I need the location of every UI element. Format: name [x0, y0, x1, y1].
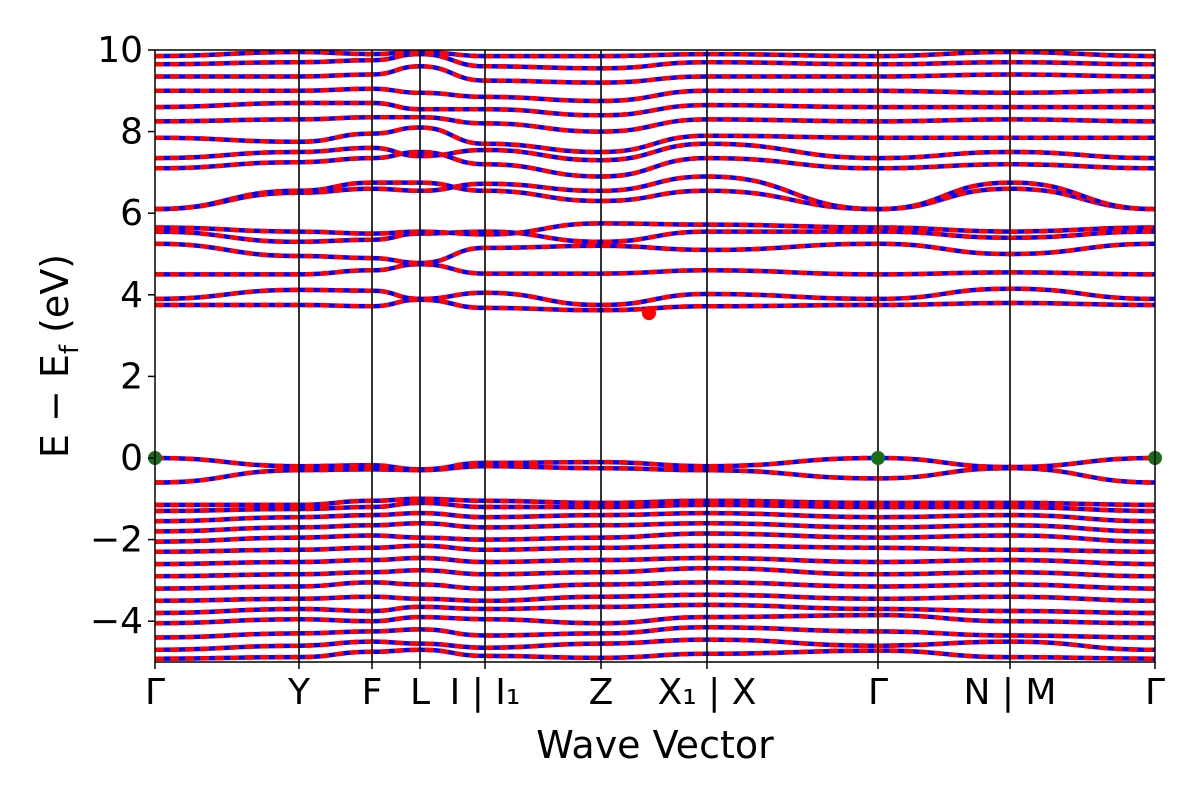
kpoint-lines — [298, 50, 1011, 662]
band-spin-up-line — [155, 221, 1155, 237]
x-tick-label: L — [410, 672, 430, 713]
x-tick-label: I | I₁ — [450, 672, 521, 713]
x-axis-label: Wave Vector — [536, 723, 774, 767]
band-spin-up-line — [155, 297, 1155, 313]
x-tick-label: Z — [589, 672, 614, 713]
band-spin-up-line — [155, 261, 1155, 277]
y-tick-label: 2 — [120, 356, 143, 397]
band-spin-up-line — [155, 625, 1155, 640]
band-spin-up-line — [155, 100, 1155, 118]
band-spin-up-line — [155, 637, 1155, 653]
band-spin-up-line — [155, 115, 1155, 134]
x-tick-label: N | M — [963, 672, 1056, 713]
y-tick-label: 6 — [120, 193, 143, 234]
plot-frame — [154, 49, 1156, 663]
x-tick-label: X₁ | X — [658, 672, 757, 713]
x-tick-label: Y — [287, 672, 311, 713]
y-tick-label: −2 — [90, 520, 143, 561]
y-tick-label: 4 — [120, 275, 143, 316]
band-spin-up-line — [155, 86, 1155, 104]
vbm-marker — [871, 451, 885, 465]
band-spin-up-line — [155, 543, 1155, 555]
band-spin-up-line — [155, 455, 1155, 472]
band-spin-up-line — [155, 555, 1155, 567]
band-spin-up-line — [155, 592, 1155, 604]
cbm-marker — [642, 306, 656, 321]
band-spin-up-line — [155, 180, 1155, 212]
band-spin-up-line — [155, 463, 1155, 485]
band-spin-up-line — [155, 612, 1155, 626]
band-spin-up-line — [155, 510, 1155, 524]
y-tick-label: −4 — [90, 601, 143, 642]
y-axis-ticks: −4 −2 0 2 4 6 8 10 — [90, 30, 155, 642]
band-spin-up-line — [155, 241, 1155, 266]
band-spin-up-line — [155, 286, 1155, 308]
band-spin-up-line — [155, 580, 1155, 591]
band-spin-up-line — [155, 125, 1155, 155]
band-spin-up-line — [155, 149, 1155, 179]
band-spin-up-line — [155, 496, 1155, 508]
y-tick-label: 10 — [97, 30, 143, 71]
x-tick-label: Γ — [1145, 672, 1165, 713]
y-axis-label-subscript: f — [55, 344, 85, 354]
band-spin-up-line — [155, 521, 1155, 534]
band-spin-up-line — [155, 531, 1155, 544]
y-axis-label-unit: (eV) — [33, 254, 77, 345]
band-spin-up-line — [155, 50, 1155, 59]
band-spin-up-line — [155, 64, 1155, 85]
band-spin-up-line — [155, 51, 1155, 71]
x-tick-label: Γ — [145, 672, 165, 713]
band-spin-up-line — [155, 647, 1155, 661]
band-spin-up-line — [155, 229, 1155, 245]
y-axis-label-main: E − E — [33, 354, 77, 458]
band-spin-up-line — [155, 174, 1155, 212]
y-tick-label: 8 — [120, 112, 143, 153]
bands-layer — [155, 50, 1155, 661]
band-spin-up-line — [155, 565, 1155, 579]
y-tick-label: 0 — [120, 438, 143, 479]
x-tick-label: F — [362, 672, 383, 713]
x-tick-label: Γ — [868, 672, 888, 713]
band-spin-up-line — [155, 602, 1155, 616]
band-spin-up-line — [155, 141, 1155, 163]
y-axis-label: E − Ef (eV) — [33, 254, 85, 458]
band-spin-up-line — [155, 500, 1155, 514]
